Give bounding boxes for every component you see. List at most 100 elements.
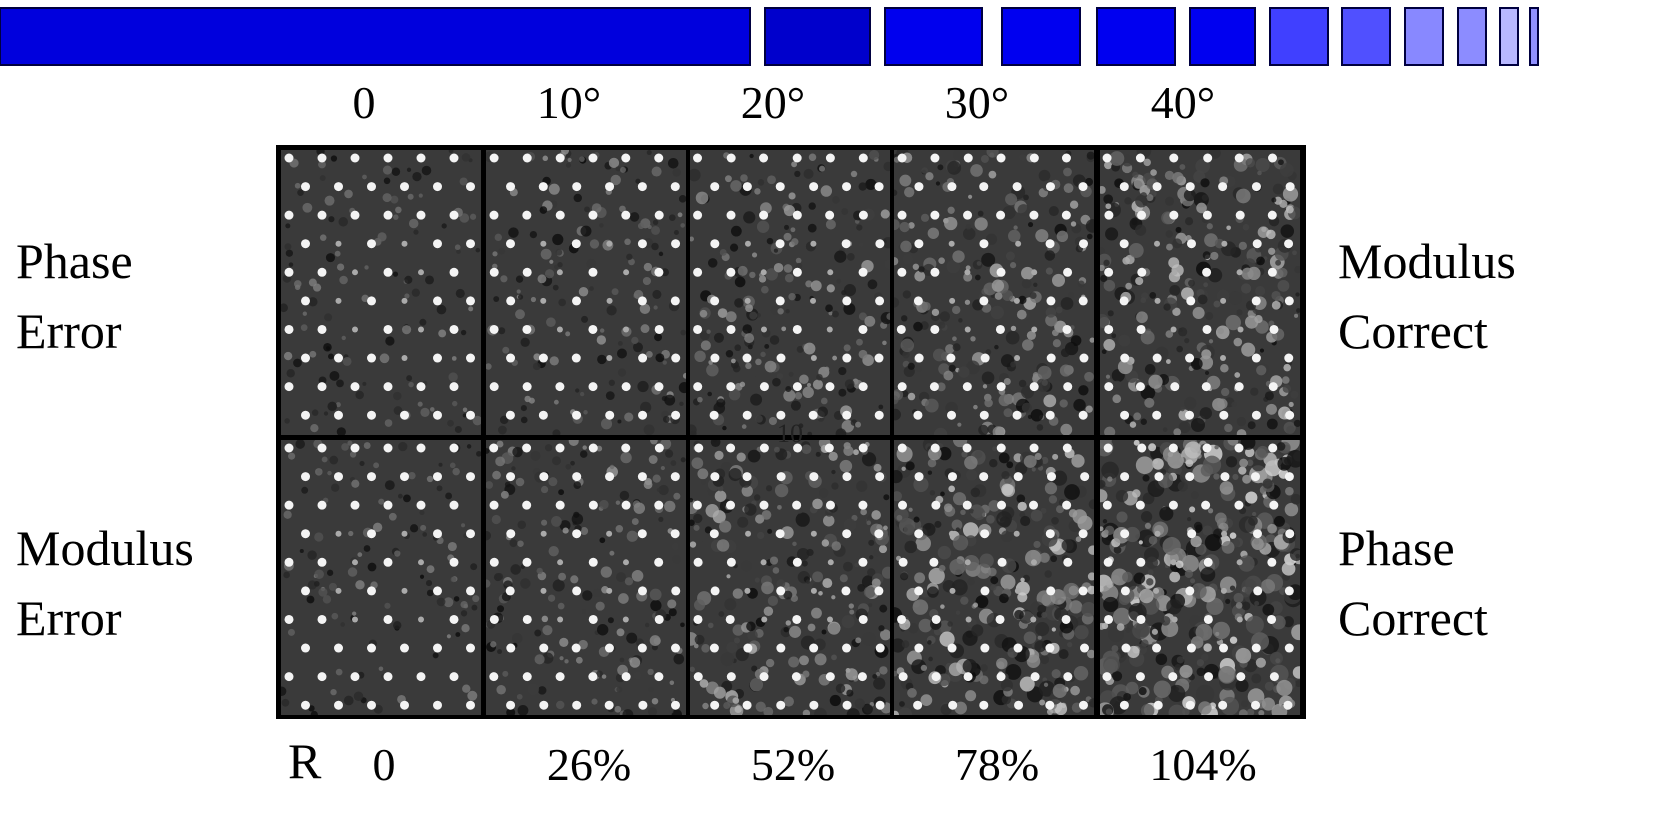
noise [641,324,650,333]
noise [864,316,875,327]
lattice-dot [1317,586,1326,595]
noise [1018,204,1030,216]
noise [849,603,854,608]
lattice-dot [450,672,459,681]
lattice-dot [1154,472,1163,481]
noise [606,305,616,315]
noise [348,531,353,536]
noise [734,298,744,308]
noise [620,658,625,663]
lattice-dot [1152,411,1161,420]
noise [288,629,295,636]
lattice-dot [352,326,358,332]
lattice-dot [1137,268,1146,277]
noise [791,238,798,245]
noise [844,284,856,296]
noise [947,161,961,175]
noise [1103,339,1115,351]
noise [1105,227,1118,240]
noise [521,417,528,424]
noise [344,190,353,199]
lattice-dot [417,672,426,681]
noise [1255,286,1265,296]
noise [552,456,561,465]
noise [1046,307,1056,317]
noise [1277,442,1286,451]
lattice-dot [490,729,499,738]
noise [1013,225,1017,229]
noise [868,279,878,289]
noise [644,424,655,435]
noise [1198,295,1208,305]
lattice-dot [1220,355,1226,361]
noise [920,694,932,706]
noise [393,392,401,400]
noise [455,426,462,433]
lattice-dot [1103,154,1112,163]
lattice-dot [1046,586,1055,595]
noise [1166,599,1181,614]
noise [542,625,552,635]
lattice-dot [638,296,647,305]
lattice-dot [318,325,327,334]
noise [1069,586,1079,596]
noise [1136,456,1154,474]
noise [535,654,545,664]
noise [1184,338,1189,343]
noise [734,637,740,643]
lattice-dot [555,382,564,391]
noise [1072,387,1076,391]
noise [744,503,756,515]
lattice-dot [351,382,360,391]
lattice-dot [285,211,294,220]
noise [284,418,289,423]
noise [1274,516,1285,527]
lattice-dot [858,558,867,567]
noise [451,577,457,583]
lattice-dot [572,586,581,595]
lattice-dot [760,672,769,681]
noise [990,584,996,590]
noise [1185,570,1193,578]
noise [616,166,621,171]
noise [694,525,700,531]
lattice-dot [792,501,801,510]
lattice-dot [947,182,956,191]
noise [307,596,315,604]
lattice-dot [466,701,475,710]
noise [901,315,907,321]
lattice-dot [899,672,908,681]
noise [516,478,525,487]
lattice-dot [1120,411,1129,420]
lattice-dot [963,211,972,220]
lattice-dot [417,211,426,220]
lattice-dot [1202,382,1211,391]
noise [492,471,501,480]
noise [697,468,708,479]
noise [1210,252,1218,260]
noise [707,392,712,397]
lattice-dot [761,269,767,275]
lattice-dot [979,296,988,305]
lattice-dot [268,468,277,477]
lattice-dot [1046,529,1055,538]
noise [775,484,788,497]
noise [708,623,714,629]
noise [653,305,657,309]
lattice-dot [418,269,424,275]
lattice-dot [710,644,719,653]
noise [830,695,841,706]
noise [338,217,348,227]
noise [908,393,915,400]
lattice-dot [997,382,1006,391]
noise [967,578,975,586]
noise [1118,335,1130,347]
lattice-dot [1136,501,1145,510]
noise [700,679,709,688]
lattice-dot [301,354,310,363]
lattice-dot [964,729,973,738]
noise [715,490,727,502]
noise [1242,475,1251,484]
noise [1061,297,1074,310]
lattice-dot [466,586,475,595]
